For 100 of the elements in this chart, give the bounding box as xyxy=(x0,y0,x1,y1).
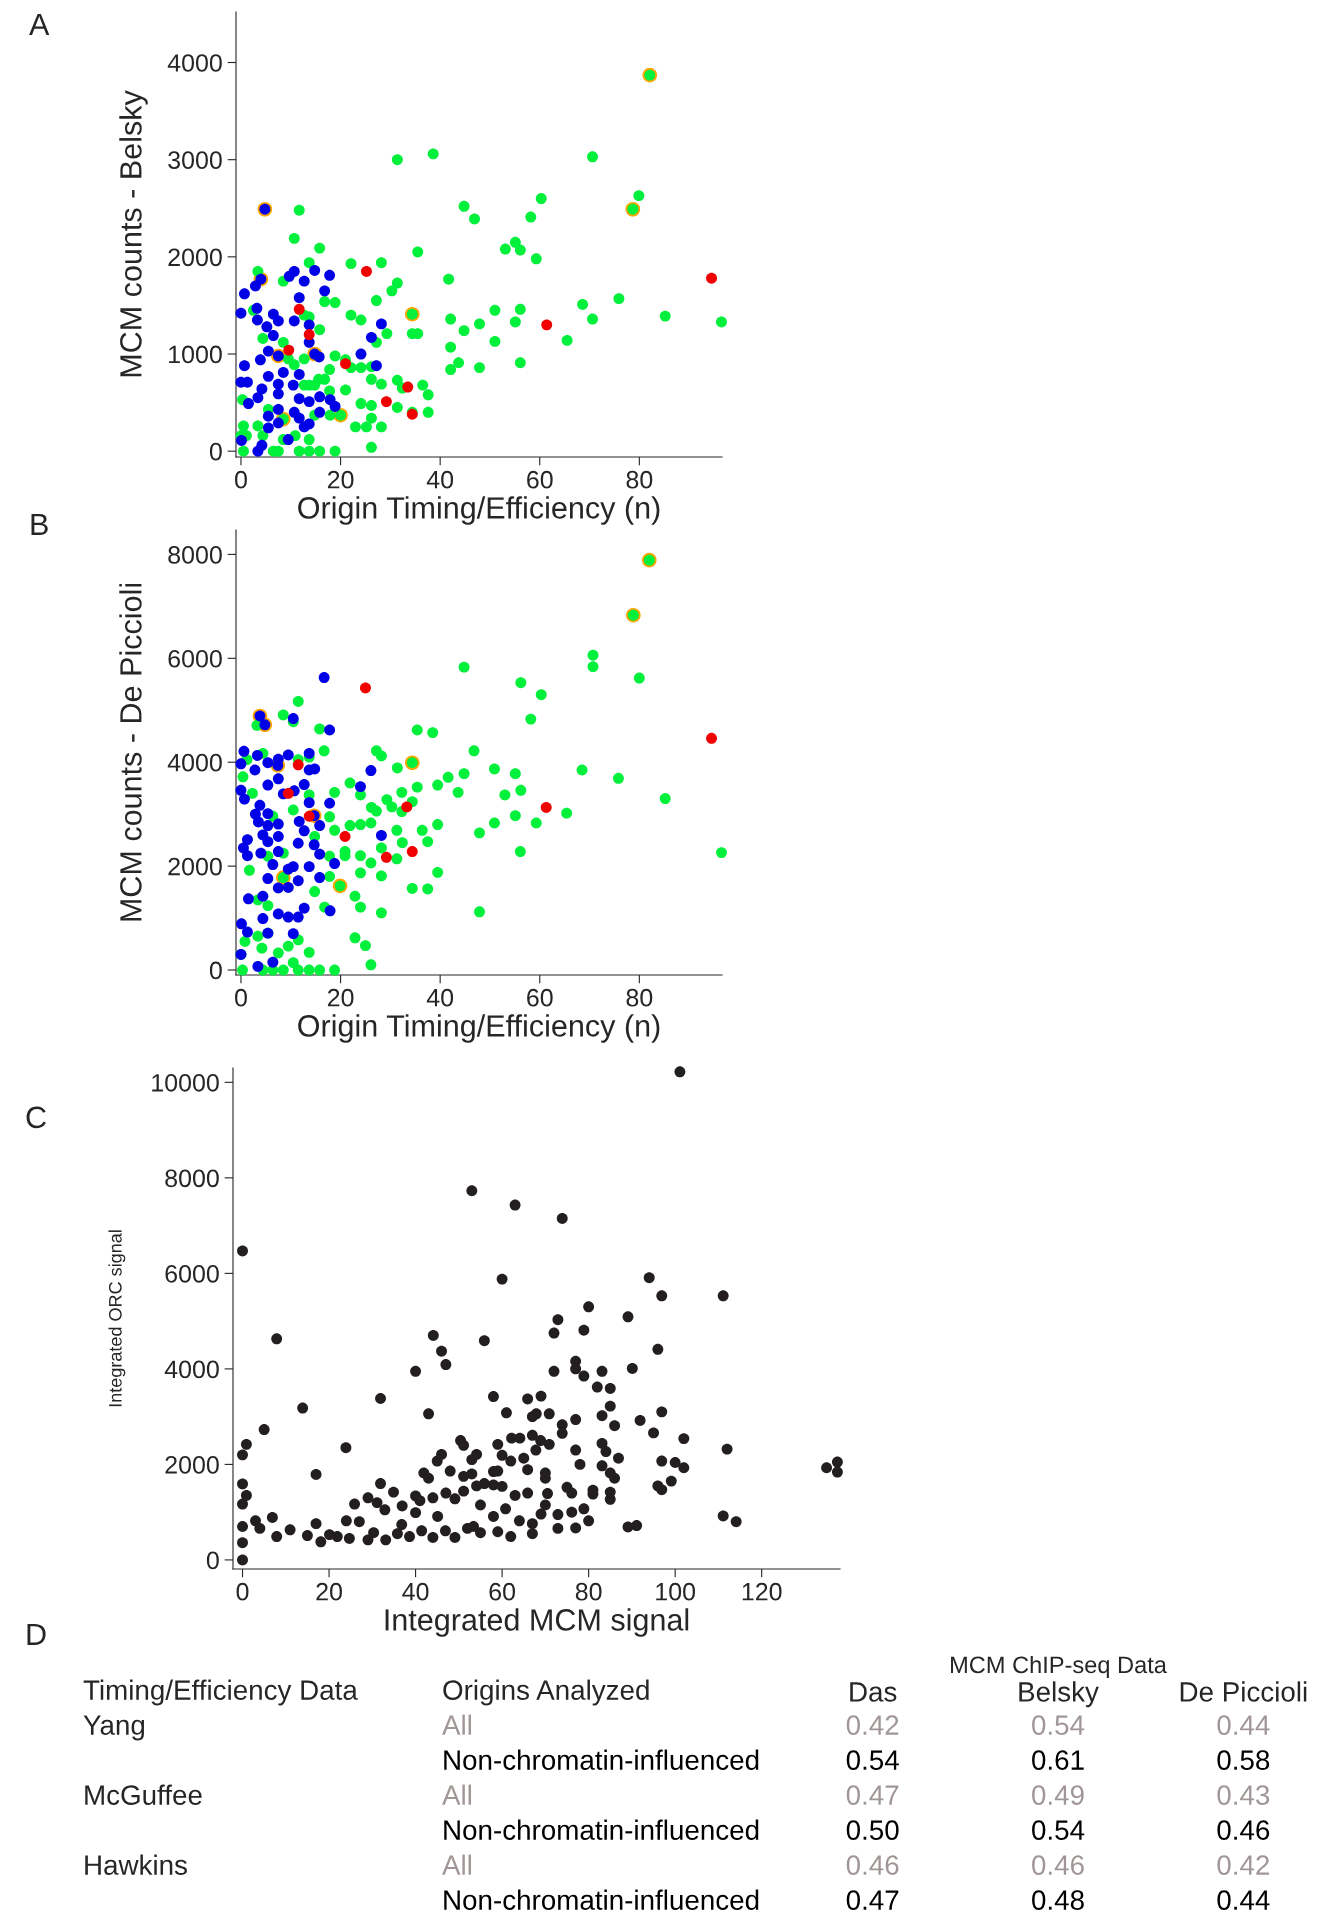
point xyxy=(298,421,310,433)
point xyxy=(541,319,553,331)
x-tick-label: 20 xyxy=(316,1582,342,1601)
point xyxy=(329,401,341,412)
x-tick-label: Das xyxy=(850,1682,897,1702)
y-tick-label: All xyxy=(442,1854,472,1875)
y-tick-label: 6000 xyxy=(168,649,222,668)
y-tick-label: 2000 xyxy=(165,1456,219,1474)
point xyxy=(401,801,413,813)
y-tick-label: 6000 xyxy=(165,1264,219,1283)
x-axis-title: MCM ChIP-seq Data xyxy=(951,1655,1167,1678)
data-label: 0.47 xyxy=(846,1890,899,1910)
y-tick-label: 2000 xyxy=(168,248,222,267)
point xyxy=(375,318,387,330)
x-tick-label: 60 xyxy=(527,988,553,1007)
data-label: 0.43 xyxy=(1217,1785,1270,1805)
x-tick-label: 20 xyxy=(327,988,354,1007)
point xyxy=(314,391,326,403)
point xyxy=(252,392,264,404)
y-tick-label: All xyxy=(442,1714,472,1735)
x-axis-title: Integrated MCM signal xyxy=(385,1608,689,1637)
y-tick-label: All xyxy=(442,1784,472,1805)
data-label: 0.44 xyxy=(1217,1890,1270,1910)
data-label: 0.54 xyxy=(1032,1715,1085,1735)
point xyxy=(288,315,300,327)
point xyxy=(314,406,326,418)
point xyxy=(706,272,718,284)
y-tick-label: 8000 xyxy=(168,546,222,564)
x-tick-label: 80 xyxy=(575,1582,602,1601)
data-label: 0.54 xyxy=(1032,1820,1085,1840)
point xyxy=(288,265,300,277)
point xyxy=(309,264,321,276)
x-tick-label: 40 xyxy=(402,1582,429,1601)
point xyxy=(236,435,247,446)
y-tick-label: 0 xyxy=(209,442,222,461)
point xyxy=(261,321,273,333)
point xyxy=(319,285,331,297)
x-tick-label: 80 xyxy=(626,470,653,489)
chart-title: A xyxy=(29,13,50,35)
point xyxy=(249,280,261,292)
y-axis-title: MCM counts - De Piccioli xyxy=(119,583,142,921)
point xyxy=(303,396,315,408)
data-label: 0.58 xyxy=(1217,1750,1270,1770)
point xyxy=(239,288,250,300)
point xyxy=(272,388,284,400)
x-tick-label: Belsky xyxy=(1019,1681,1099,1708)
point xyxy=(540,801,552,813)
point xyxy=(365,332,377,343)
y2-tick-label: McGuffee xyxy=(85,1784,202,1805)
data-label: 0.50 xyxy=(846,1820,899,1840)
point xyxy=(293,303,305,315)
point xyxy=(272,403,284,415)
y2-tick-label: Yang xyxy=(83,1715,145,1741)
point xyxy=(706,732,718,744)
point xyxy=(267,330,279,342)
x-tick-label: 100 xyxy=(656,1582,696,1601)
text: D xyxy=(27,1623,46,1645)
x-tick-label: 60 xyxy=(489,1582,516,1601)
point xyxy=(272,315,284,327)
point xyxy=(256,383,268,395)
point xyxy=(292,759,304,771)
point xyxy=(360,682,371,694)
point xyxy=(283,344,295,356)
text: Timing/Efficiency Data xyxy=(83,1679,358,1706)
y-tick-label: 10000 xyxy=(152,1073,219,1092)
point xyxy=(340,358,352,370)
y-tick-label: Non-chromatin-influenced xyxy=(444,1819,759,1840)
point xyxy=(277,367,289,378)
point xyxy=(303,329,315,341)
chart-title: B xyxy=(31,513,48,535)
data-label: 0.47 xyxy=(846,1785,899,1805)
data-label: 0.46 xyxy=(1217,1820,1270,1840)
x-tick-label: 0 xyxy=(236,1582,249,1601)
y-tick-label: 0 xyxy=(209,961,222,980)
point xyxy=(254,354,266,366)
point xyxy=(287,379,299,391)
y-tick-label: 3000 xyxy=(168,151,222,169)
point xyxy=(239,360,250,372)
point xyxy=(303,810,315,822)
point xyxy=(313,351,325,363)
data-label: 0.61 xyxy=(1032,1750,1084,1770)
x-tick-label: 40 xyxy=(426,470,454,489)
y-tick-label: 4000 xyxy=(167,54,222,72)
y-tick-label: Non-chromatin-influenced xyxy=(444,1749,759,1770)
x-axis-title: Origin Timing/Efficiency (n) xyxy=(298,496,660,525)
data-label: 0.42 xyxy=(1217,1855,1269,1875)
point xyxy=(262,370,274,382)
point xyxy=(251,302,263,314)
y-tick-label: 4000 xyxy=(167,753,222,772)
point xyxy=(242,398,254,410)
point xyxy=(380,396,392,408)
x-axis-title: Origin Timing/Efficiency (n) xyxy=(298,1014,660,1043)
point xyxy=(402,381,414,393)
point xyxy=(293,292,305,304)
point xyxy=(262,410,274,422)
x-tick-label: De Piccioli xyxy=(1180,1681,1307,1702)
x-tick-label: 40 xyxy=(426,988,454,1007)
point xyxy=(262,345,274,357)
x-tick-label: 0 xyxy=(235,470,247,489)
point xyxy=(406,846,418,858)
